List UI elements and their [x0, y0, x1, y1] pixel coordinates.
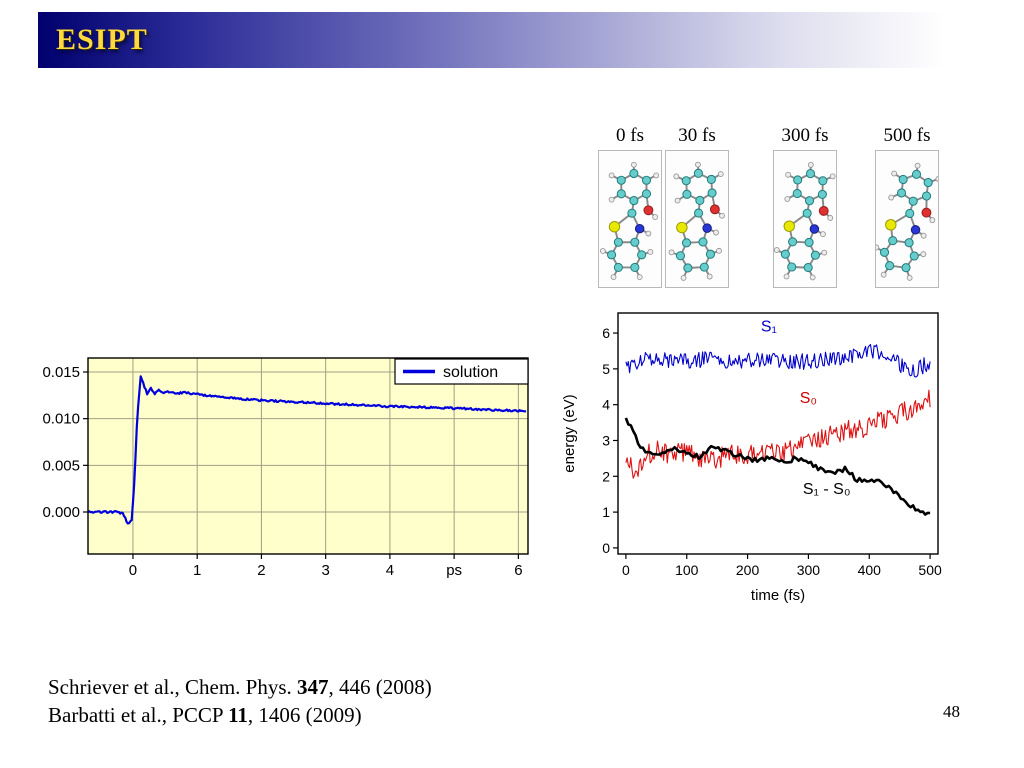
chart-annotation: S₀ [800, 390, 817, 407]
x-tick-label: 300 [797, 562, 821, 578]
page-number: 48 [943, 702, 960, 721]
molecule-image [773, 150, 837, 288]
molecule-time-label: 300 fs [781, 125, 829, 146]
molecule-image [665, 150, 729, 288]
x-tick-label: 500 [918, 562, 942, 578]
x-tick-label: 6 [514, 562, 522, 579]
x-tick-label: 100 [675, 562, 699, 578]
y-tick-label: 2 [602, 468, 610, 484]
y-tick-label: 1 [602, 504, 610, 520]
energy-vs-time-chart: 0 100 200 300 400 500 0 1 2 3 4 5 6 energy (eV) time (… [561, 312, 942, 604]
molecule-panel: 300 fs [773, 124, 837, 288]
chart-annotation: S₁ [761, 318, 777, 335]
x-tick-label: ps [446, 562, 462, 579]
x-tick-label: 400 [858, 562, 882, 578]
y-tick-label: 3 [602, 432, 610, 448]
molecule-time-label: 500 fs [883, 125, 931, 146]
molecule-image [598, 150, 662, 288]
y-tick-label: 0 [602, 540, 610, 556]
plot-border [617, 312, 939, 555]
chart-annotation: S₁ - S₀ [803, 481, 851, 498]
series-S1-S0 [624, 417, 931, 516]
series-solution [87, 375, 527, 525]
y-tick-label: 0.000 [42, 504, 80, 521]
reference-volume: 347 [297, 675, 329, 699]
reference-text: Schriever et al., Chem. Phys. [48, 675, 298, 699]
molecule-snapshots: 0 fs 30 fs 300 fs 500 fs [598, 124, 939, 288]
x-axis-label: time (fs) [751, 587, 805, 604]
reference-line: Barbatti et al., PCCP 11, 1406 (2009) [48, 702, 432, 730]
series-S1 [625, 343, 931, 378]
molecule-panel: 500 fs [875, 124, 939, 288]
x-tick-label: 200 [736, 562, 760, 578]
x-tick-label: 3 [321, 562, 329, 579]
x-tick-label: 4 [386, 562, 394, 579]
solution-decay-chart: 0 1 2 3 4 ps 6 0.000 0.005 0.010 0.015 solution [42, 357, 529, 579]
molecule-time-label: 30 fs [678, 125, 716, 146]
reference-text: , 446 (2008) [328, 675, 432, 699]
molecule-image [875, 150, 939, 288]
x-tick-label: 2 [257, 562, 265, 579]
reference-text: , 1406 (2009) [247, 702, 362, 727]
plot-area [88, 358, 528, 554]
y-tick-label: 6 [602, 325, 610, 341]
molecule-time-label: 0 fs [616, 125, 644, 146]
x-tick-label: 0 [622, 562, 630, 578]
y-tick-label: 0.005 [42, 457, 80, 474]
slide-title-bar: ESIPT [38, 12, 1024, 68]
reference-text: Barbatti et al., PCCP [48, 702, 229, 727]
y-tick-label: 4 [602, 397, 610, 413]
slide-title: ESIPT [56, 23, 148, 56]
x-tick-label: 1 [193, 562, 201, 579]
series-S0 [625, 389, 931, 479]
x-tick-label: 0 [129, 562, 137, 579]
legend-label: solution [443, 364, 498, 381]
reference-volume: 11 [228, 702, 248, 727]
y-tick-label: 5 [602, 361, 610, 377]
plot-border [87, 357, 529, 555]
reference-line: Schriever et al., Chem. Phys. 347, 446 (… [48, 674, 432, 702]
references: Schriever et al., Chem. Phys. 347, 446 (… [48, 674, 432, 729]
y-tick-label: 0.015 [42, 364, 80, 381]
molecule-panel: 30 fs [665, 124, 729, 288]
y-axis-label: energy (eV) [561, 394, 578, 472]
plot-area [618, 313, 938, 554]
molecule-panel: 0 fs [598, 124, 662, 288]
y-tick-label: 0.010 [42, 411, 80, 428]
